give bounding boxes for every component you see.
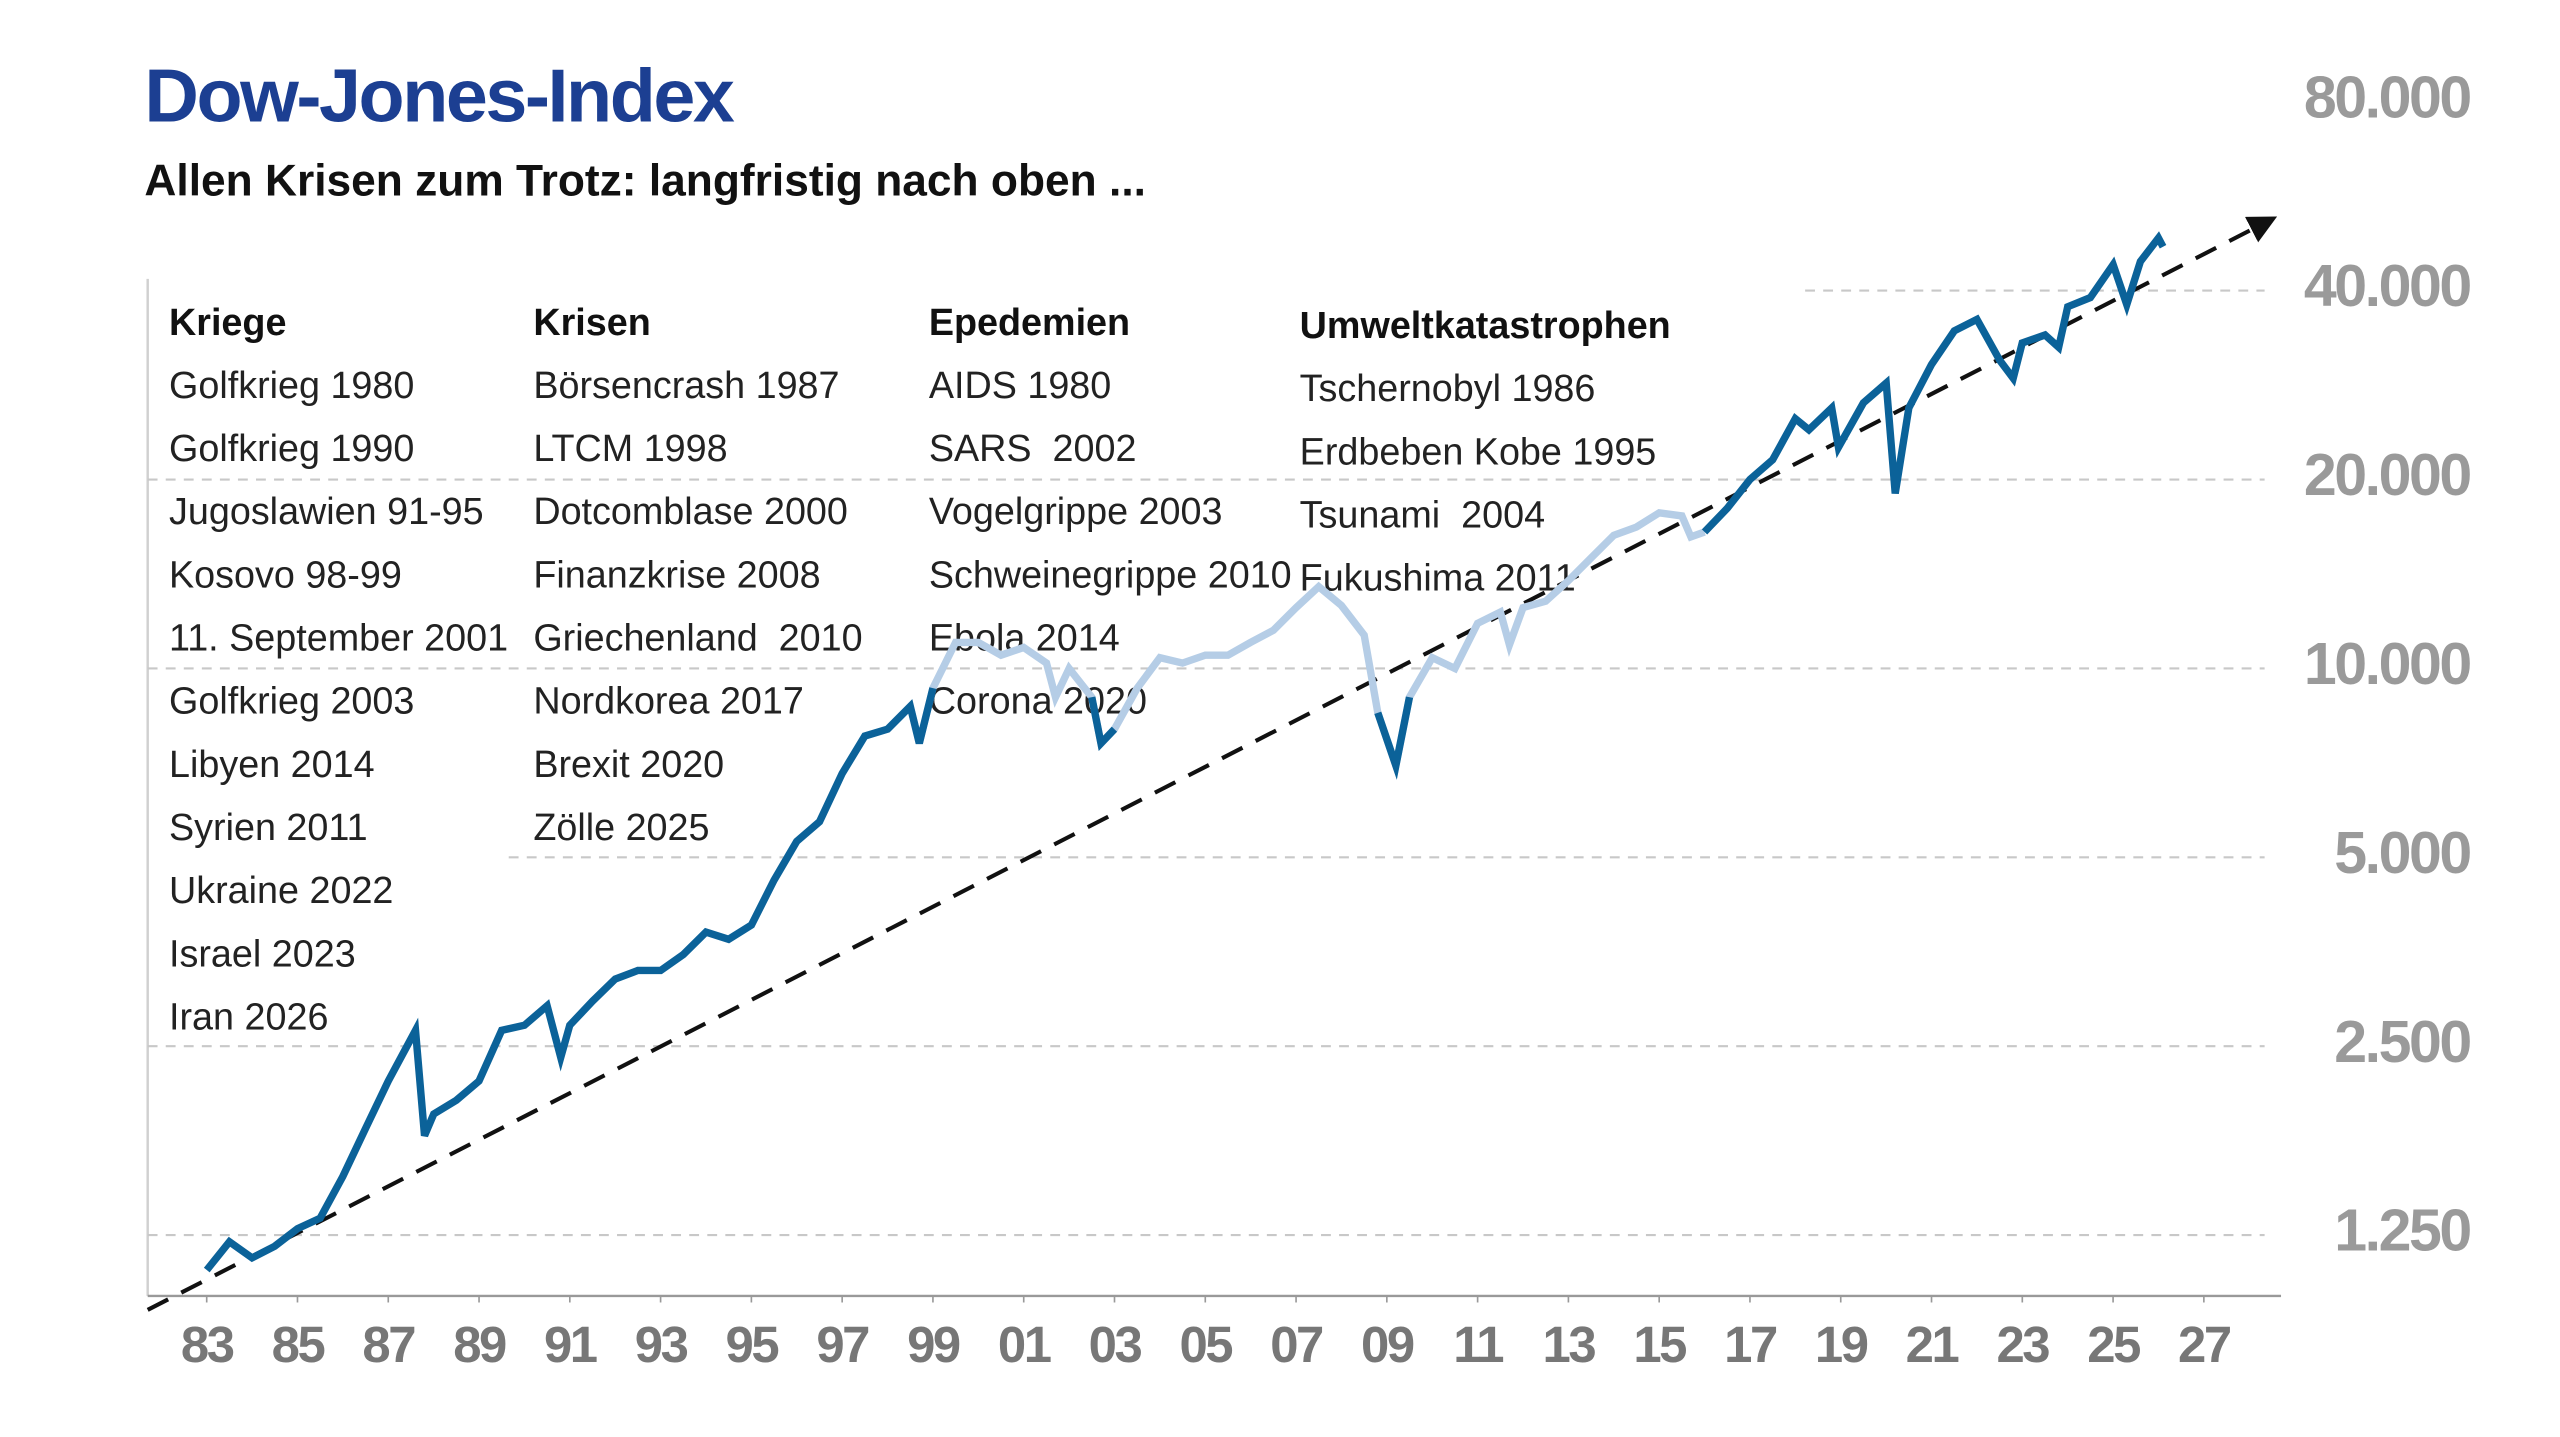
annotation-item: Golfkrieg 1980 (169, 364, 414, 406)
x-tick-label: 27 (2178, 1316, 2231, 1373)
annotation-heading: Umweltkatastrophen (1300, 304, 1671, 346)
annotation-item: Iran 2026 (169, 995, 328, 1037)
annotation-item: Golfkrieg 1990 (169, 427, 414, 469)
annotation-item: Nordkorea 2017 (533, 680, 804, 722)
x-tick-label: 05 (1179, 1316, 1232, 1373)
annotation-item: Schweinegrippe 2010 (929, 553, 1292, 595)
annotation-item: LTCM 1998 (533, 427, 727, 469)
annotation-item: Syrien 2011 (169, 806, 368, 848)
annotation-item: Jugoslawien 91-95 (169, 490, 484, 532)
annotation-item: Tschernobyl 1986 (1300, 367, 1596, 409)
x-tick-label: 87 (362, 1316, 415, 1373)
x-tick-label: 83 (181, 1316, 234, 1373)
annotation-item: Ukraine 2022 (169, 869, 393, 911)
annotation-item: SARS 2002 (929, 427, 1137, 469)
chart-title: Dow-Jones-Index (144, 54, 734, 138)
y-tick-label: 10.000 (2304, 631, 2470, 697)
x-tick-label: 21 (1906, 1316, 1959, 1373)
x-tick-label: 97 (816, 1316, 869, 1373)
x-tick-label: 89 (453, 1316, 506, 1373)
y-tick-label: 80.000 (2304, 64, 2470, 130)
chart-subtitle: Allen Krisen zum Trotz: langfristig nach… (144, 156, 1146, 205)
x-tick-label: 93 (635, 1316, 688, 1373)
x-tick-label: 09 (1361, 1316, 1414, 1373)
annotation-item: 11. September 2001 (169, 617, 508, 659)
annotation-item: Finanzkrise 2008 (533, 553, 820, 595)
x-tick-label: 07 (1270, 1316, 1323, 1373)
x-tick-label: 13 (1543, 1316, 1596, 1373)
annotation-item: Israel 2023 (169, 932, 356, 974)
annotation-item: Fukushima 2011 (1300, 557, 1576, 599)
x-tick-label: 95 (726, 1316, 779, 1373)
annotation-item: Tsunami 2004 (1300, 494, 1545, 536)
y-tick-label: 5.000 (2334, 820, 2470, 886)
x-tick-label: 85 (272, 1316, 325, 1373)
x-tick-label: 23 (1996, 1316, 2049, 1373)
annotation-heading: Krisen (533, 301, 650, 343)
annotation-heading: Epedemien (929, 301, 1130, 343)
x-tick-label: 99 (907, 1316, 960, 1373)
y-tick-label: 2.500 (2334, 1009, 2470, 1075)
x-tick-label: 15 (1633, 1316, 1686, 1373)
x-tick-label: 11 (1453, 1316, 1503, 1373)
y-tick-label: 1.250 (2334, 1198, 2470, 1264)
annotation-item: Libyen 2014 (169, 743, 375, 785)
annotation-item: Corona 2020 (929, 680, 1147, 722)
y-tick-label: 20.000 (2304, 442, 2470, 508)
annotation-item: Erdbeben Kobe 1995 (1300, 430, 1657, 472)
annotation-item: Kosovo 98-99 (169, 553, 402, 595)
annotation-item: Börsencrash 1987 (533, 364, 839, 406)
x-tick-label: 25 (2087, 1316, 2140, 1373)
x-tick-label: 91 (544, 1316, 597, 1373)
x-tick-label: 01 (998, 1316, 1051, 1373)
annotation-item: Griechenland 2010 (533, 617, 862, 659)
annotation-heading: Kriege (169, 301, 286, 343)
index-line (203, 231, 2167, 1273)
annotation-item: Zölle 2025 (533, 806, 709, 848)
x-tick-label: 17 (1724, 1316, 1777, 1373)
annotation-item: AIDS 1980 (929, 364, 1111, 406)
index-line (885, 508, 1706, 780)
annotation-item: Golfkrieg 2003 (169, 680, 414, 722)
x-tick-label: 19 (1815, 1316, 1868, 1373)
annotation-item: Vogelgrippe 2003 (929, 490, 1223, 532)
y-tick-label: 40.000 (2304, 253, 2470, 319)
x-tick-label: 03 (1089, 1316, 1142, 1373)
trend-line (146, 216, 2278, 1312)
annotation-item: Brexit 2020 (533, 743, 724, 785)
annotation-item: Dotcomblase 2000 (533, 490, 848, 532)
